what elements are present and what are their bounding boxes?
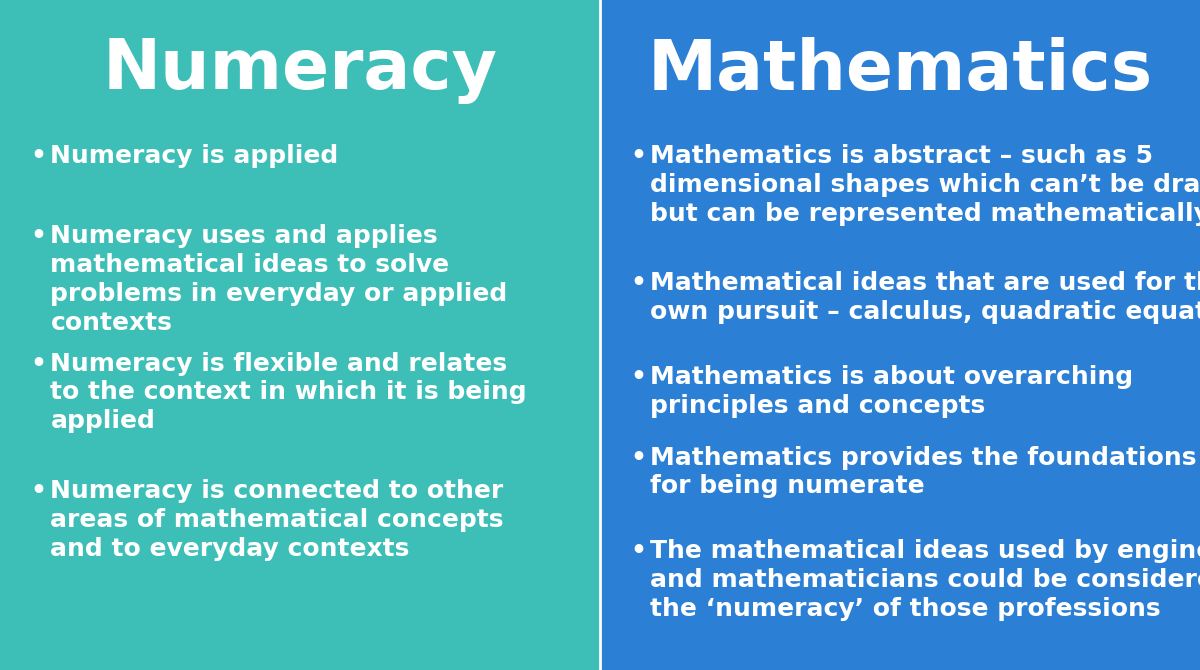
Text: Numeracy is connected to other
areas of mathematical concepts
and to everyday co: Numeracy is connected to other areas of … — [50, 479, 504, 561]
Text: •: • — [30, 352, 46, 376]
Text: The mathematical ideas used by engineers
and mathematicians could be considered
: The mathematical ideas used by engineers… — [650, 539, 1200, 621]
Text: •: • — [630, 271, 646, 295]
Text: •: • — [30, 144, 46, 168]
Text: •: • — [630, 539, 646, 563]
Text: Mathematics is about overarching
principles and concepts: Mathematics is about overarching princip… — [650, 365, 1134, 418]
Text: Numeracy uses and applies
mathematical ideas to solve
problems in everyday or ap: Numeracy uses and applies mathematical i… — [50, 224, 508, 335]
Text: Numeracy is applied: Numeracy is applied — [50, 144, 338, 168]
Text: •: • — [630, 144, 646, 168]
Text: Mathematics: Mathematics — [648, 37, 1152, 104]
Text: •: • — [30, 479, 46, 503]
Text: Mathematical ideas that are used for their
own pursuit – calculus, quadratic equ: Mathematical ideas that are used for the… — [650, 271, 1200, 324]
Text: Numeracy is flexible and relates
to the context in which it is being
applied: Numeracy is flexible and relates to the … — [50, 352, 527, 433]
Bar — [600, 0, 1200, 670]
Text: Mathematics provides the foundations
for being numerate: Mathematics provides the foundations for… — [650, 446, 1196, 498]
Text: Numeracy: Numeracy — [102, 37, 498, 104]
Text: Mathematics is abstract – such as 5
dimensional shapes which can’t be drawn
but : Mathematics is abstract – such as 5 dime… — [650, 144, 1200, 226]
Text: •: • — [630, 365, 646, 389]
Bar — [0, 0, 600, 670]
Text: •: • — [630, 446, 646, 470]
Text: •: • — [30, 224, 46, 249]
